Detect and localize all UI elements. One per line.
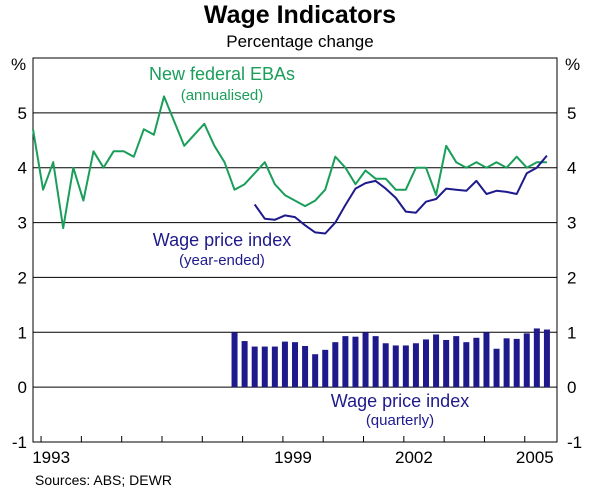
y-tick-label-right: -1	[567, 433, 582, 452]
wpi-quarterly-bar	[362, 332, 369, 388]
wpi-quarterly-bar	[533, 328, 540, 388]
wpi-quarterly-bar	[372, 336, 379, 388]
x-tick-label: 2002	[395, 448, 433, 467]
y-unit-right: %	[565, 55, 580, 74]
x-tick-label: 1999	[274, 448, 312, 467]
wpi-quarterly-bar	[543, 329, 550, 388]
y-tick-label-left: 1	[18, 323, 27, 342]
wpi-quarterly-label-sub: (quarterly)	[366, 412, 434, 429]
x-axis: 1993 1999 2002 2005	[32, 436, 554, 467]
chart-title: Wage Indicators	[204, 1, 396, 29]
y-tick-label-right: 5	[567, 104, 576, 123]
wpi-quarterly-bar	[523, 333, 530, 388]
wpi-quarterly-bar	[443, 339, 450, 388]
wpi-quarterly-label: Wage price index	[331, 391, 469, 411]
y-tick-label-right: 4	[567, 159, 576, 178]
eba-line	[32, 95, 547, 230]
y-tick-label-left: 5	[18, 104, 27, 123]
y-tick-label-right: 3	[567, 214, 576, 233]
y-tick-label-right: 1	[567, 323, 576, 342]
y-tick-label-left: 2	[18, 268, 27, 287]
wpi-quarterly-bar	[332, 342, 339, 388]
wpi-quarterly-bar	[453, 336, 460, 388]
wpi-quarterly-bar	[513, 338, 520, 388]
x-tick-label: 2005	[516, 448, 554, 467]
wpi-quarterly-bar	[281, 341, 288, 388]
wpi-quarterly-bar	[463, 342, 470, 388]
wpi-quarterly-bar	[473, 337, 480, 388]
eba-label-sub: (annualised)	[181, 87, 264, 104]
wpi-quarterly-bar	[382, 343, 389, 388]
wpi-quarterly-bar	[483, 332, 490, 388]
wpi-quarterly-bar	[251, 346, 258, 388]
wpi-quarterly-bar	[402, 345, 409, 388]
wpi-quarterly-bar	[302, 346, 309, 388]
y-tick-label-left: 4	[18, 159, 27, 178]
y-tick-label-left: 3	[18, 214, 27, 233]
wpi-year-ended-label-sub: (year-ended)	[179, 252, 265, 269]
y-axis-left: -1 0 1 2 3 4 5	[12, 104, 27, 452]
wpi-quarterly-bar	[342, 336, 349, 388]
gridlines	[33, 112, 557, 443]
y-axis-right: -1 0 1 2 3 4 5	[567, 104, 582, 452]
wpi-quarterly-bars	[231, 328, 550, 388]
chart-subtitle: Percentage change	[226, 32, 373, 51]
wpi-quarterly-bar	[392, 345, 399, 388]
wpi-year-ended-line	[253, 154, 548, 235]
source-note: Sources: ABS; DEWR	[35, 472, 172, 488]
wpi-quarterly-bar	[412, 343, 419, 388]
wpi-quarterly-bar	[261, 346, 268, 388]
wpi-quarterly-bar	[423, 339, 429, 388]
y-tick-label-right: 0	[567, 378, 576, 397]
wpi-quarterly-bar	[271, 346, 278, 388]
wpi-quarterly-bar	[292, 342, 298, 388]
wpi-quarterly-bar	[322, 349, 329, 388]
wpi-quarterly-bar	[241, 341, 248, 388]
y-tick-label-left: -1	[12, 433, 27, 452]
eba-label: New federal EBAs	[149, 64, 295, 84]
wpi-quarterly-bar	[503, 338, 510, 388]
wpi-quarterly-bar	[312, 354, 319, 388]
x-tick-label: 1993	[32, 448, 70, 467]
y-unit-left: %	[11, 55, 26, 74]
y-tick-label-right: 2	[567, 268, 576, 287]
wpi-quarterly-bar	[493, 348, 500, 388]
wpi-year-ended-label: Wage price index	[153, 230, 291, 250]
wpi-quarterly-bar	[352, 336, 359, 388]
wpi-quarterly-bar	[231, 332, 238, 388]
y-tick-label-left: 0	[18, 378, 27, 397]
wpi-quarterly-bar	[433, 334, 440, 388]
